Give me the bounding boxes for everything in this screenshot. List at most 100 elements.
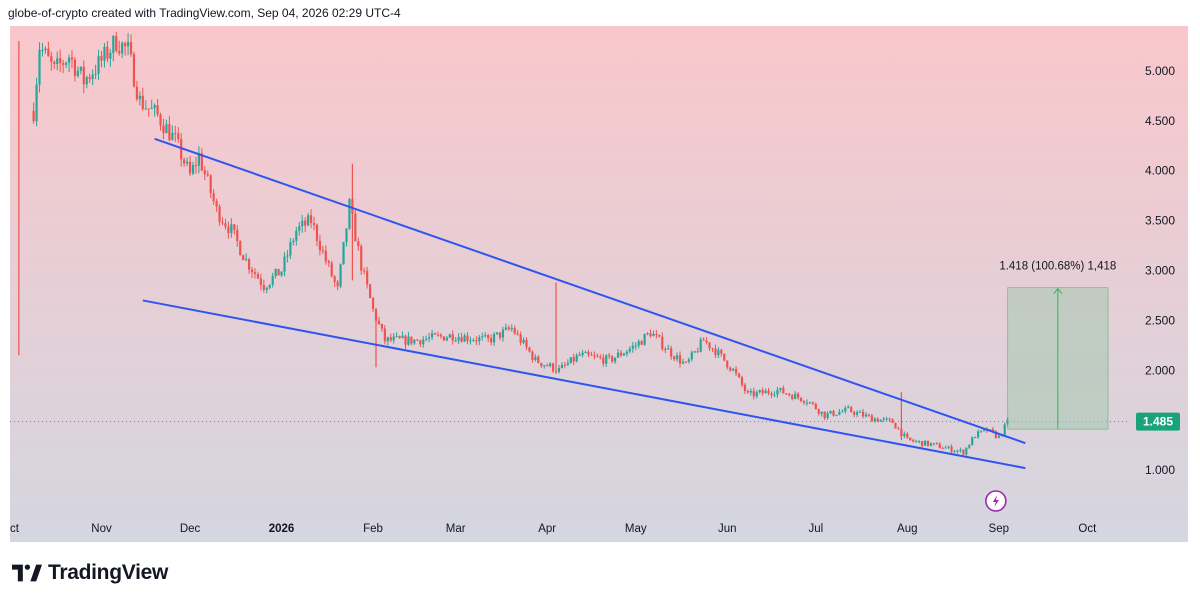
candle-body [330, 262, 333, 277]
candle-body [616, 352, 620, 358]
candle-body [578, 354, 581, 356]
price-chart[interactable]: 1.418 (100.68%) 1,418 1.0001.5002.0002.5… [10, 26, 1188, 542]
candle-body [280, 271, 283, 276]
candle-body [38, 49, 41, 85]
candle-body [292, 240, 295, 243]
y-tick-label: 4.000 [1145, 164, 1175, 178]
candle-body [339, 264, 342, 287]
candle-body [794, 393, 797, 400]
candle-body [758, 390, 761, 393]
candle-body [250, 269, 254, 273]
candle-body [740, 377, 744, 385]
candle-body [537, 356, 540, 363]
candle-body [625, 351, 628, 354]
candle-body [566, 363, 569, 365]
candle-body [956, 450, 959, 452]
candle-body [817, 409, 820, 414]
x-tick-label: Nov [91, 523, 112, 535]
candle-body [938, 443, 941, 449]
x-tick-label: Apr [538, 523, 556, 535]
candle-body [569, 357, 572, 364]
x-tick-label: Oct [1078, 523, 1097, 535]
chart-canvas[interactable]: 1.418 (100.68%) 1,418 1.0001.5002.0002.5… [10, 26, 1188, 542]
candle-body [200, 153, 203, 171]
candle-body [398, 336, 401, 339]
candle-body [847, 407, 850, 409]
x-tick-label: 2026 [269, 523, 295, 535]
candle-body [891, 419, 894, 424]
candle-body [262, 284, 265, 290]
candle-body [56, 58, 59, 65]
candle-body [773, 394, 776, 396]
candle-body [239, 241, 242, 256]
tradingview-brand[interactable]: TradingView [12, 560, 168, 586]
candle-body [59, 58, 62, 64]
candle-body [917, 441, 921, 443]
tradingview-logo-icon [12, 564, 42, 582]
chart-background [10, 26, 1188, 542]
candle-body [915, 441, 918, 443]
candle-body [327, 261, 330, 263]
x-tick-label: Sep [989, 523, 1009, 535]
candle-body [587, 352, 590, 355]
candle-body [100, 56, 103, 61]
candle-body [962, 449, 965, 455]
candle-body [637, 341, 640, 346]
candle-body [513, 327, 516, 334]
candle-body [997, 435, 1000, 438]
candle-body [791, 395, 794, 400]
y-tick-label: 1.000 [1145, 463, 1175, 477]
candle-body [168, 124, 171, 141]
candle-body [88, 77, 91, 80]
candle-body [619, 352, 623, 356]
candle-body [439, 334, 443, 337]
candle-body [941, 448, 944, 450]
candle-body [247, 259, 251, 270]
candle-body [484, 335, 487, 337]
candle-body [991, 429, 994, 432]
candle-body [720, 349, 723, 354]
candle-body [383, 328, 386, 342]
candle-body [304, 220, 307, 226]
candle-body [203, 170, 206, 175]
candle-body [256, 274, 260, 279]
candle-body [841, 411, 844, 413]
candle-body [44, 48, 47, 50]
candle-body [808, 402, 811, 404]
candle-body [737, 373, 741, 378]
candle-body [805, 402, 809, 404]
candle-body [357, 241, 360, 247]
candle-body [124, 42, 127, 47]
candle-body [767, 390, 770, 394]
candle-body [944, 447, 947, 449]
candle-body [675, 355, 679, 360]
candle-body [982, 429, 986, 431]
candle-body [165, 124, 168, 134]
x-tick-label: Jul [808, 523, 823, 535]
candle-body [138, 95, 141, 100]
candle-body [32, 110, 35, 122]
candle-body [274, 268, 277, 277]
candle-body [932, 443, 935, 445]
candle-body [788, 393, 791, 396]
candle-body [492, 334, 496, 343]
candle-body [478, 337, 481, 342]
price-tag: 1.485 [1136, 412, 1180, 431]
candle-body [850, 407, 853, 413]
candle-body [534, 356, 537, 360]
measure-label: 1.418 (100.68%) 1,418 [999, 261, 1116, 273]
candle-body [209, 175, 212, 194]
candle-body [732, 368, 735, 371]
y-tick-label: 2.500 [1145, 313, 1175, 327]
candle-body [85, 77, 88, 85]
candle-body [507, 327, 510, 330]
candle-body [1003, 424, 1006, 435]
candle-body [779, 387, 782, 390]
candle-body [472, 340, 475, 342]
candle-body [268, 284, 271, 288]
candle-body [419, 340, 422, 345]
candle-body [764, 390, 767, 394]
candle-body [436, 334, 440, 336]
candle-body [395, 336, 398, 338]
candle-body [312, 223, 316, 225]
